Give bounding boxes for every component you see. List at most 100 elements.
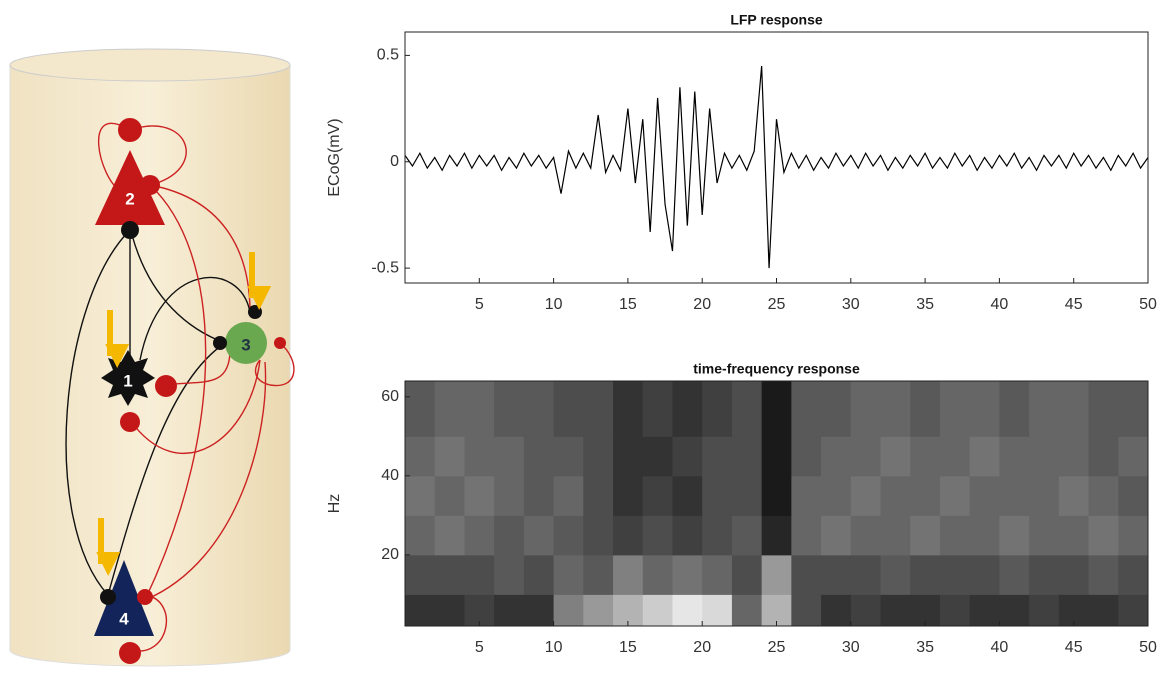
neuron-2	[95, 150, 165, 225]
heatmap-cell	[672, 436, 703, 477]
connections	[65, 122, 295, 652]
heatmap-cell	[1088, 381, 1119, 437]
heatmap-cell	[702, 436, 733, 477]
heatmap-cell	[672, 475, 703, 516]
heatmap-cell	[613, 475, 644, 516]
heatmap-cell	[969, 381, 1000, 437]
heatmap-cell	[850, 381, 882, 437]
x-tick-label: 20	[693, 296, 711, 313]
heatmap-cell	[969, 475, 1000, 516]
y-tick-label: 60	[381, 388, 399, 405]
heatmap-cell	[910, 515, 941, 556]
x-tick-label: 30	[842, 296, 860, 313]
heatmap-cell	[523, 381, 555, 437]
heatmap-cell	[791, 436, 822, 477]
heatmap-cell	[821, 594, 852, 627]
heatmap-cell	[1088, 594, 1119, 627]
y-tick-label: -0.5	[371, 259, 399, 276]
x-tick-label: 40	[991, 296, 1009, 313]
x-tick-label: 35	[916, 296, 934, 313]
heatmap-cell	[1088, 515, 1119, 556]
x-tick-label: 40	[991, 639, 1009, 656]
heatmap-cell	[702, 554, 733, 595]
heatmap-cell	[1058, 515, 1090, 556]
heatmap-cell	[583, 436, 614, 477]
heatmap-cell	[1088, 475, 1119, 516]
heatmap-cell	[731, 475, 763, 516]
x-tick-label: 15	[619, 639, 637, 656]
heatmap-cell	[969, 554, 1000, 595]
heatmap-cell	[672, 594, 703, 627]
heatmap-cell	[821, 436, 852, 477]
heatmap-cell	[583, 554, 614, 595]
node-label: 1	[123, 371, 132, 390]
heatmap-cell	[553, 554, 584, 595]
heatmap-cell	[494, 594, 525, 627]
heatmap-cell	[1118, 515, 1149, 556]
heatmap-cell	[880, 436, 911, 477]
heatmap-cell	[939, 554, 971, 595]
heatmap-cell	[821, 554, 852, 595]
heatmap-cell	[821, 475, 852, 516]
heatmap-cell	[434, 436, 465, 477]
heatmap-cell	[939, 381, 971, 437]
heatmap-cell	[523, 515, 555, 556]
heatmap-cell	[1118, 381, 1149, 437]
heatmap-cell	[702, 515, 733, 556]
heatmap-cell	[969, 594, 1000, 627]
heatmap-cell	[523, 475, 555, 516]
heatmap-cell	[939, 594, 971, 627]
x-tick-label: 25	[768, 639, 786, 656]
heatmap-cell	[791, 594, 822, 627]
heatmap-cell	[999, 475, 1030, 516]
heatmap-cell	[553, 594, 584, 627]
heatmap-cell	[553, 475, 584, 516]
heatmap-cell	[702, 594, 733, 627]
heatmap-cell	[464, 515, 495, 556]
heatmap-cell	[791, 475, 822, 516]
x-tick-label: 20	[693, 639, 711, 656]
heatmap-cell	[731, 381, 763, 437]
heatmap-cell	[464, 436, 495, 477]
x-tick-label: 5	[475, 639, 484, 656]
heatmap-cell	[761, 475, 792, 516]
heatmap-cell	[791, 554, 822, 595]
heatmap-cell	[434, 475, 465, 516]
heatmap-cell	[999, 381, 1030, 437]
heatmap-cell	[731, 554, 763, 595]
y-tick-label: 0	[390, 153, 399, 170]
heatmap-cell	[672, 515, 703, 556]
heatmap-cell	[999, 554, 1030, 595]
heatmap-cell	[880, 381, 911, 437]
heatmap-cell	[405, 475, 436, 516]
heatmap-cell	[1118, 554, 1149, 595]
y-tick-label: 40	[381, 467, 399, 484]
heatmap-cell	[1118, 475, 1149, 516]
heatmap-cell	[969, 515, 1000, 556]
heatmap-cell	[613, 515, 644, 556]
heatmap-cell	[910, 554, 941, 595]
node-label: 3	[241, 335, 250, 354]
heatmap-cell	[405, 515, 436, 556]
heatmap-cell	[821, 381, 852, 437]
node-label: 4	[119, 609, 129, 628]
heatmap-cell	[880, 554, 911, 595]
heatmap-cell	[850, 594, 882, 627]
heatmap-cell	[969, 436, 1000, 477]
heatmap-cell	[731, 436, 763, 477]
heatmap-cell	[494, 515, 525, 556]
heatmap-cell	[672, 554, 703, 595]
heatmap-cell	[821, 515, 852, 556]
heatmap-cell	[850, 515, 882, 556]
heatmap-cell	[910, 475, 941, 516]
y-tick-label: 0.5	[377, 47, 399, 64]
x-tick-label: 10	[545, 296, 563, 313]
heatmap-cell	[434, 594, 465, 627]
heatmap-cell	[939, 475, 971, 516]
chart-title: time-frequency response	[693, 361, 860, 377]
heatmap-cell	[583, 515, 614, 556]
y-axis-label: ECoG(mV)	[326, 118, 343, 196]
x-tick-label: 45	[1065, 639, 1083, 656]
heatmap-cell	[791, 515, 822, 556]
